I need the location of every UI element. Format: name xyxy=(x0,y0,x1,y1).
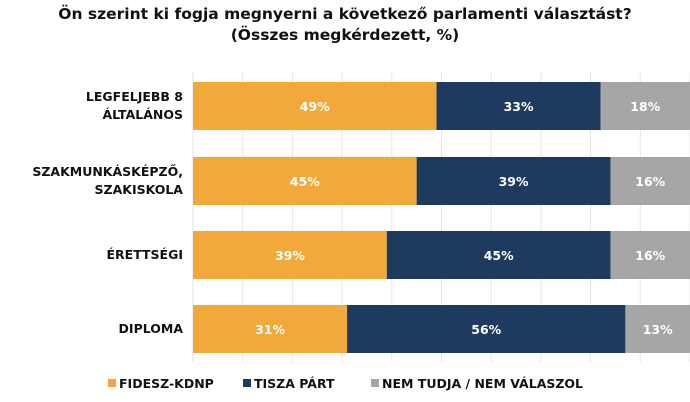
data-label: 39% xyxy=(499,174,529,189)
data-label: 45% xyxy=(290,174,320,189)
bar-segment xyxy=(193,157,417,205)
category-label: LEGFELJEBB 8 ÁLTALÁNOS xyxy=(86,89,183,122)
data-label: 18% xyxy=(630,99,660,114)
bar-segment xyxy=(600,82,690,130)
chart-title: Ön szerint ki fogja megnyerni a következ… xyxy=(0,4,690,46)
data-label: 33% xyxy=(504,99,534,114)
data-label: 45% xyxy=(484,248,514,263)
bar-segment xyxy=(193,231,387,279)
category-label: SZAKMUNKÁSKÉPZŐ, SZAKISKOLA xyxy=(32,164,183,197)
bar-segment xyxy=(347,305,626,353)
category-label: DIPLOMA xyxy=(119,321,184,336)
bar-segment xyxy=(193,305,348,353)
legend-label: FIDESZ-KDNP xyxy=(119,376,214,391)
bar-segment xyxy=(416,157,611,205)
legend-swatch xyxy=(108,379,116,387)
category-label: ÉRETTSÉGI xyxy=(107,247,184,262)
bar-segment xyxy=(386,231,611,279)
legend-swatch xyxy=(243,379,251,387)
data-label: 16% xyxy=(635,248,665,263)
chart-title-line: Ön szerint ki fogja megnyerni a következ… xyxy=(58,5,632,23)
bar-segment xyxy=(610,231,690,279)
bar-segment xyxy=(193,82,437,130)
data-label: 16% xyxy=(635,174,665,189)
data-label: 49% xyxy=(300,99,330,114)
data-label: 13% xyxy=(643,322,673,337)
data-label: 31% xyxy=(255,322,285,337)
chart-subtitle: (Összes megkérdezett, %) xyxy=(230,26,460,44)
legend-label: NEM TUDJA / NEM VÁLASZOL xyxy=(382,376,583,391)
data-label: 56% xyxy=(471,322,501,337)
legend-swatch xyxy=(371,379,379,387)
bar-segment xyxy=(610,157,690,205)
bar-segment xyxy=(625,305,690,353)
bar-segment xyxy=(436,82,601,130)
data-label: 39% xyxy=(275,248,305,263)
legend-label: TISZA PÁRT xyxy=(254,376,335,391)
